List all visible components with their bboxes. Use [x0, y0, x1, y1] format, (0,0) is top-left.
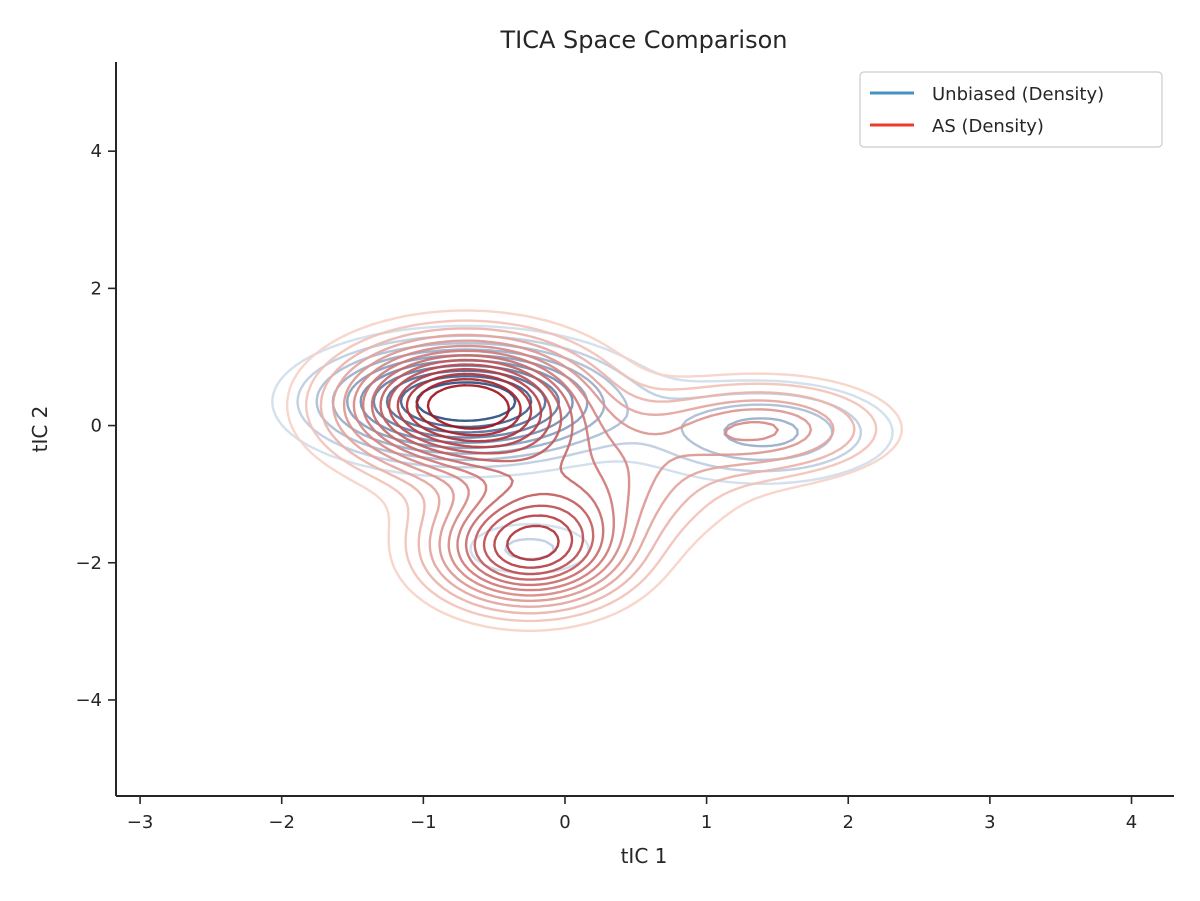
- y-tick-label: −4: [75, 690, 102, 711]
- y-tick-label: 0: [91, 416, 102, 437]
- y-axis-label: tIC 2: [28, 406, 52, 453]
- legend: Unbiased (Density) AS (Density): [859, 71, 1163, 148]
- x-tick-label: 1: [701, 812, 712, 833]
- as-contour-level-4: [332, 333, 835, 608]
- x-tick-label: 3: [984, 812, 995, 833]
- contour-layer: [271, 309, 903, 632]
- legend-label-as: AS (Density): [932, 116, 1044, 137]
- as-contour-level-13: [415, 378, 522, 437]
- as-contour-level-12: [405, 372, 560, 561]
- x-axis-label: tIC 1: [621, 844, 668, 868]
- legend-box: [859, 71, 1163, 148]
- as-contour-level-2: [305, 319, 878, 623]
- as-contour-level-11: [396, 367, 574, 569]
- axes: −3 −2 −1 0 1 2 3 4 −4 −2 0 2 4: [75, 62, 1174, 833]
- as-contour-level-5: [342, 339, 813, 602]
- as-contour-level-10: [387, 363, 585, 576]
- unbiased-contour-level-1: [271, 324, 894, 575]
- x-tick-label: 4: [1126, 812, 1137, 833]
- as-contour-level-7: [362, 349, 615, 592]
- chart-title: TICA Space Comparison: [499, 26, 787, 54]
- as-contour-level-3: [319, 327, 856, 615]
- x-tick-label: −1: [410, 812, 437, 833]
- y-tick-label: 2: [91, 278, 102, 299]
- legend-label-unbiased: Unbiased (Density): [932, 84, 1104, 105]
- y-tick-label: 4: [91, 141, 102, 162]
- as-contour-level-6: [352, 344, 779, 597]
- as-contour-level-9: [379, 358, 595, 581]
- x-tick-label: 0: [559, 812, 570, 833]
- y-ticks: −4 −2 0 2 4: [75, 141, 116, 711]
- as-contour-level-1: [285, 309, 903, 632]
- as-contour-level-14: [426, 384, 510, 430]
- x-tick-label: −3: [127, 812, 154, 833]
- y-tick-label: −2: [75, 553, 102, 574]
- as-contour-level-8: [370, 354, 605, 587]
- x-tick-label: 2: [843, 812, 854, 833]
- x-tick-label: −2: [268, 812, 295, 833]
- x-ticks: −3 −2 −1 0 1 2 3 4: [127, 796, 1137, 833]
